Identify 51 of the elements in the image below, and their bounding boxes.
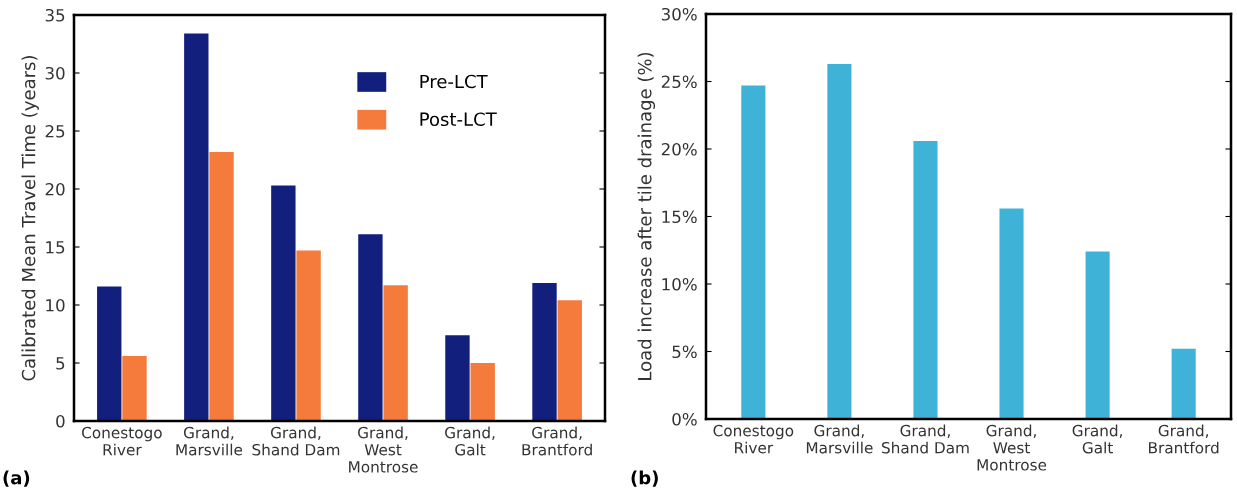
bar [999,208,1024,419]
y-tick-label: 10 [46,298,65,312]
y-tick-label: 30% [661,7,697,21]
y-axis-title: Calibrated Mean Travel Time (years) [21,56,39,381]
y-tick-label: 35 [45,8,65,22]
bar [445,335,470,421]
text: (a) [3,470,30,487]
x-tick-label: Grand, Shand Dam [252,426,340,456]
y-tick-label: 0% [672,412,697,426]
y-tick-label: 5% [672,345,697,359]
x-tick-label: Grand, West Montrose [349,426,418,473]
bar [913,140,938,419]
text: (b) [631,470,658,487]
x-tick-label: Grand, Marsville [176,426,243,456]
legend-label: Pre-LCT [420,74,488,89]
y-tick-label: 25 [45,124,65,138]
x-tick-label: Grand, Galt [445,426,495,456]
y-tick-label: 5 [56,357,65,370]
bar [383,285,408,421]
bar [557,300,582,421]
x-tick-label: Grand, Brantford [522,426,592,456]
y-tick-label: 20 [45,182,65,196]
x-tick-label: Conestogo River [82,426,162,456]
bar [271,185,296,421]
y-tick-label: 15% [662,210,697,224]
x-tick-label: Grand, Marsville [806,424,873,454]
y-tick-label: 20% [661,142,697,156]
y-tick-label: 15 [46,241,65,254]
y-tick-label: 25% [661,75,697,89]
bar [532,282,557,421]
legend-label: Post-LCT [420,112,497,127]
x-tick-label: Conestogo River [713,424,794,454]
y-tick-label: 10% [662,277,697,291]
bar [122,356,147,421]
bar [1171,348,1196,419]
bar [97,286,122,421]
x-tick-label: Grand, West Montrose [977,424,1047,471]
bar [296,250,321,421]
bar [209,151,234,421]
x-tick-label: Grand, Brantford [1149,424,1219,454]
x-tick-label: Grand, Galt [1072,424,1122,454]
bar [358,234,383,421]
x-tick-label: Grand, Shand Dam [881,424,969,454]
bar [184,33,209,421]
y-axis-title: Load increase after tile drainage (%) [637,52,656,380]
bar [827,63,852,419]
bar [741,85,766,419]
bar [1085,251,1110,419]
y-tick-label: 30 [45,66,65,80]
y-tick-label: 0 [56,414,65,428]
bar [470,363,495,421]
